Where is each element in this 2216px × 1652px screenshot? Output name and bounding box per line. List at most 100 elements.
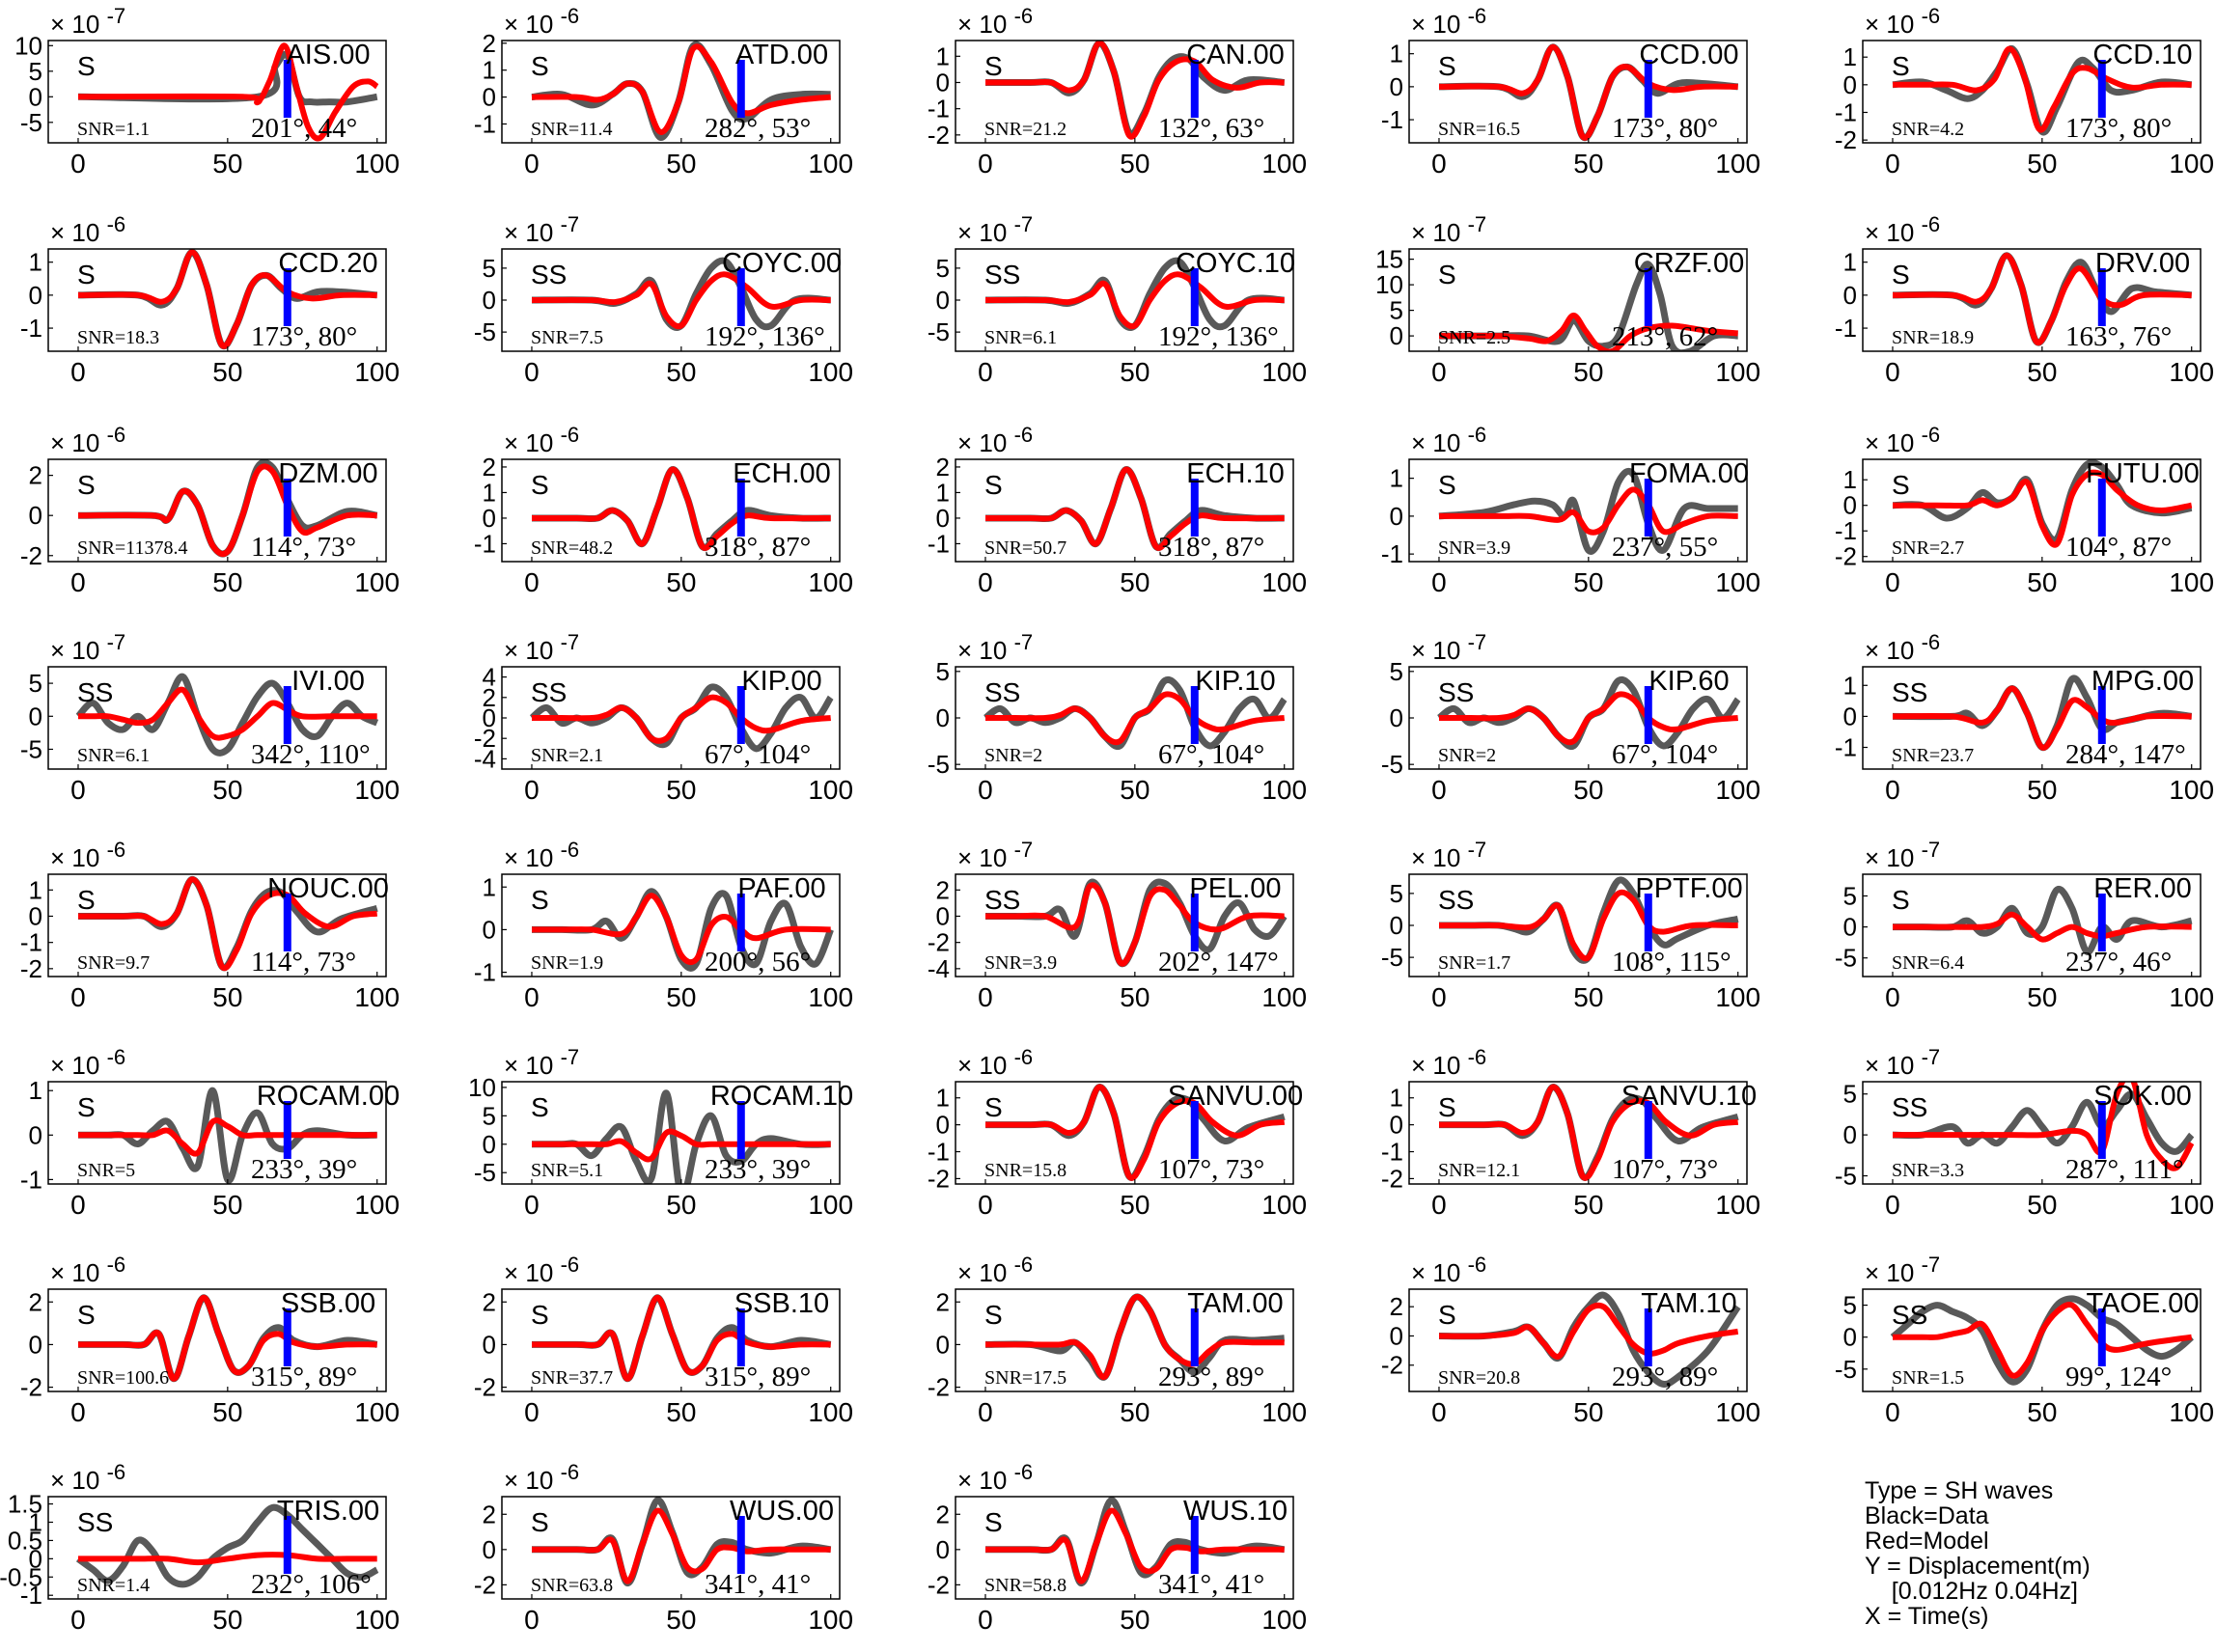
- axes-box: [47, 40, 387, 144]
- station-label: CCD.00: [1639, 40, 1738, 70]
- y-tick-label: -5: [1835, 944, 1857, 973]
- azimuth-label: 232°, 106°: [251, 1569, 372, 1600]
- y-tick-label: 1: [1390, 40, 1403, 69]
- x-tick-label: 50: [212, 567, 242, 597]
- y-tick-label: 2: [483, 1500, 496, 1528]
- y-tick-label: 1: [29, 875, 42, 904]
- y-tick-label: -1: [928, 529, 950, 558]
- phase-label: S: [1438, 260, 1456, 289]
- y-tick-label: -1: [20, 1581, 42, 1610]
- axes-box: [501, 458, 841, 563]
- y-tick-label: 2: [936, 1287, 950, 1316]
- phase-label: S: [77, 51, 96, 81]
- exponent-label: × 10 -6: [50, 1045, 125, 1080]
- station-label: ROCAM.10: [710, 1081, 853, 1112]
- y-tick-label: 5: [1843, 881, 1857, 910]
- snr-label: SNR=6.1: [77, 745, 150, 766]
- axes-box: [1862, 40, 2202, 144]
- y-tick-label: -1: [1381, 105, 1403, 134]
- y-tick-label: 0: [1390, 502, 1403, 531]
- y-tick-label: 0: [483, 286, 496, 315]
- x-tick-label: 100: [1261, 357, 1307, 387]
- x-tick-label: 0: [70, 1190, 86, 1220]
- station-label: TAOE.00: [2086, 1288, 2199, 1319]
- y-tick-label: 0: [483, 83, 496, 112]
- x-tick-label: 50: [212, 149, 242, 179]
- x-tick-label: 50: [666, 1605, 696, 1635]
- y-tick-label: 2: [936, 453, 950, 482]
- y-tick-label: -2: [1835, 125, 1857, 154]
- phase-label: S: [77, 260, 96, 289]
- data-trace: [532, 888, 834, 972]
- y-tick-label: -1: [1835, 516, 1857, 545]
- x-tick-label: 0: [70, 1605, 86, 1635]
- axes-box: [1862, 666, 2202, 770]
- exponent-label: × 10 -7: [1865, 1045, 1940, 1080]
- snr-label: SNR=100.6: [77, 1367, 169, 1389]
- y-tick-label: 15: [1375, 245, 1403, 274]
- model-trace: [1892, 469, 2193, 548]
- x-tick-label: 50: [2027, 982, 2057, 1012]
- model-trace: [531, 1294, 831, 1382]
- station-label: DRV.00: [2095, 248, 2190, 279]
- y-tick-label: -2: [20, 954, 42, 983]
- x-tick-label: 100: [1715, 982, 1760, 1012]
- phase-label: S: [1438, 470, 1456, 500]
- y-tick-label: -2: [474, 1373, 496, 1402]
- snr-label: SNR=18.9: [1892, 327, 1974, 348]
- x-tick-label: 0: [978, 1605, 993, 1635]
- station-label: KIP.10: [1195, 666, 1275, 697]
- y-tick-label: 2: [936, 875, 950, 904]
- y-tick-label: 0: [29, 901, 42, 930]
- y-tick-label: 0: [936, 504, 950, 533]
- x-tick-label: 100: [1715, 1190, 1760, 1220]
- panel-drv-00: 0 50 100 1 0 -1 × 10 -6 S DRV.00 SNR=18.9 163°, 76…: [1835, 212, 2214, 387]
- model-trace: [985, 691, 1285, 746]
- station-label: WUS.10: [1183, 1496, 1288, 1527]
- data-trace: [1892, 1090, 2195, 1155]
- x-tick-label: 0: [524, 357, 540, 387]
- azimuth-label: 67°, 104°: [1612, 739, 1718, 770]
- y-tick-label: 0: [1843, 1120, 1857, 1149]
- x-tick-label: 100: [1261, 567, 1307, 597]
- y-tick-label: 0: [29, 82, 42, 111]
- y-tick-label: 5: [936, 254, 950, 283]
- y-tick-label: 0: [1843, 70, 1857, 99]
- exponent-label: × 10 -6: [504, 423, 579, 457]
- station-label: PPTF.00: [1635, 873, 1742, 904]
- exponent-label: × 10 -6: [504, 838, 579, 872]
- exponent-label: × 10 -6: [1411, 423, 1486, 457]
- y-tick-label: -5: [1381, 750, 1403, 779]
- azimuth-label: 315°, 89°: [251, 1362, 357, 1392]
- phase-label: S: [984, 51, 1003, 81]
- legend-band: [0.012Hz 0.04Hz]: [1865, 1578, 2078, 1605]
- x-tick-label: 0: [1885, 567, 1900, 597]
- phase-label: SS: [1438, 677, 1474, 707]
- exponent-label: × 10 -7: [1411, 212, 1486, 247]
- exponent-label: × 10 -7: [50, 4, 125, 39]
- exponent-label: × 10 -6: [957, 1045, 1033, 1080]
- model-trace: [1439, 312, 1738, 351]
- y-tick-label: -5: [474, 317, 496, 346]
- axes-box: [955, 873, 1294, 977]
- y-tick-label: -2: [1381, 1351, 1403, 1380]
- y-tick-label: -2: [1381, 1164, 1403, 1193]
- x-tick-label: 100: [354, 1397, 400, 1427]
- x-tick-label: 100: [2169, 149, 2214, 179]
- model-trace: [984, 1294, 1285, 1380]
- x-tick-label: 0: [70, 567, 86, 597]
- x-tick-label: 0: [1885, 1190, 1900, 1220]
- azimuth-label: 200°, 56°: [705, 947, 811, 977]
- x-tick-label: 100: [808, 775, 853, 805]
- panel-foma-00: 0 50 100 1 0 -1 × 10 -6 S FOMA.00 SNR=3.9 237°, 55…: [1381, 423, 1760, 597]
- legend-black: Black=Data: [1865, 1502, 1989, 1529]
- azimuth-label: 201°, 44°: [251, 113, 357, 144]
- exponent-label: × 10 -6: [504, 1253, 579, 1287]
- model-trace: [1893, 911, 2192, 943]
- phase-label: S: [531, 51, 549, 81]
